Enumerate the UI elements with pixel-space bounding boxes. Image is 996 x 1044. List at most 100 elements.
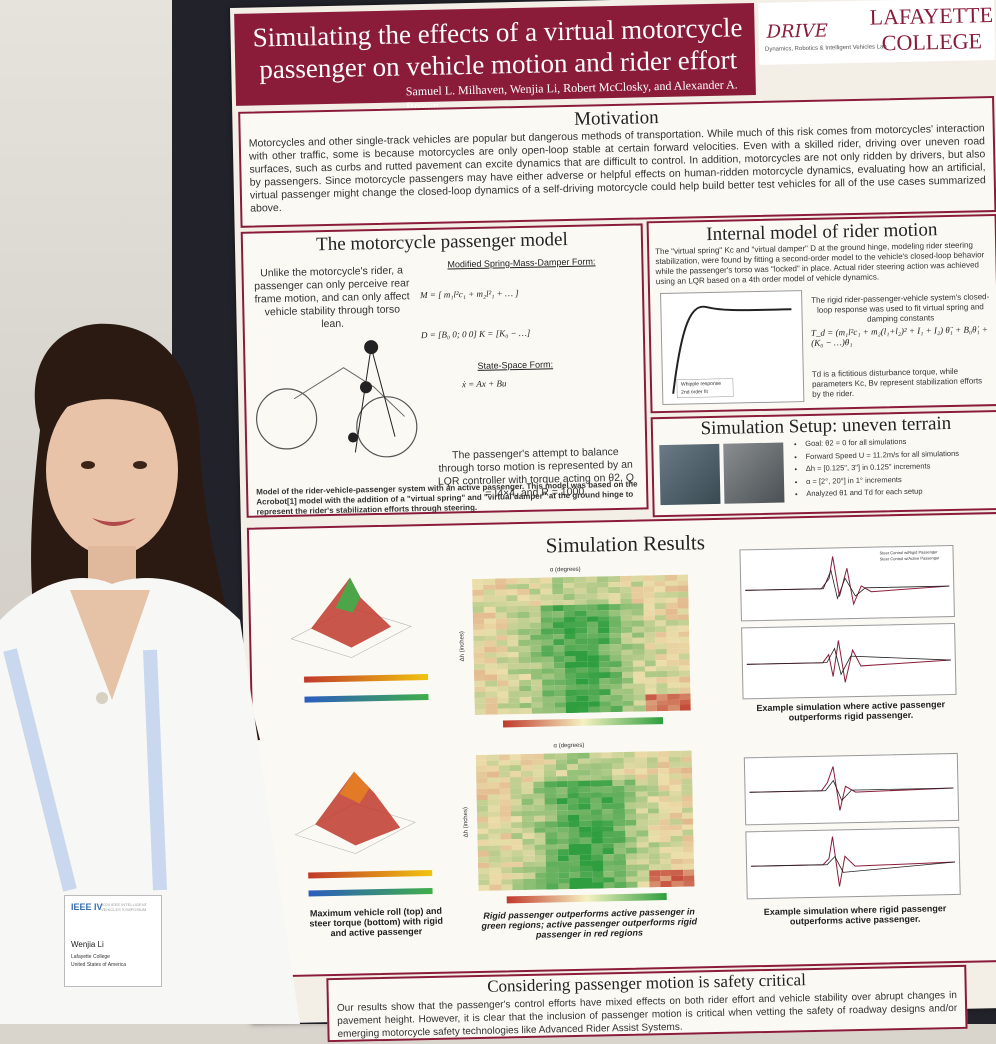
heatmap-torque [475,750,695,891]
heatmap-cell [599,706,612,713]
state-space-eq: ẋ = Ax + Bu [461,378,507,390]
alpha-axis-label-2: α (degrees) [553,742,585,750]
college-line-1: LAFAYETTE [869,2,994,30]
badge-country: United States of America [71,962,127,968]
rider-model-text-2: The rigid rider-passenger-vehicle system… [811,292,990,324]
sim-plot-torque-rigid [745,826,961,900]
conference-logo: IEEE IV [71,902,103,912]
heatmap-cell [603,882,616,889]
response-curve [672,305,792,398]
motivation-section: Motivation Motorcycles and other single-… [238,96,996,228]
torque-equation: T_d = (m₁l²c₁ + m₂(l₁+l₂)² + I₁ + I₂) θ̈… [810,324,989,348]
drive-lab-logo: DRIVE [766,5,828,46]
heatmap-cell [523,884,536,891]
caption-left: Maximum vehicle roll (top) and steer tor… [309,905,444,939]
research-poster: Simulating the effects of a virtual moto… [230,0,996,1043]
heatmap-cell [580,882,593,890]
rider-model-text-1: The "virtual spring" Kc and "virtual dam… [655,240,985,287]
heatmap-cell [683,880,695,888]
sim-trace [746,640,951,683]
heatmap-cell [489,884,502,891]
sim-plot-roll-active [739,544,955,622]
name-badge: IEEE IV 2024 IEEE INTELLIGENT VEHICLES S… [64,895,162,987]
heatmap-cell [501,884,514,891]
sim-plot-torque-active [741,622,957,700]
logo-area: DRIVE Dynamics, Robotics & Intelligent V… [758,0,996,65]
logo-mark-text: DRIVE [766,20,829,43]
conclusion-section: Considering passenger motion is safety c… [326,964,968,1043]
title-banner: Simulating the effects of a virtual moto… [234,3,756,113]
heatmap-cell [497,708,510,716]
badge-header: 2024 IEEE INTELLIGENT VEHICLES SYMPOSIUM [101,902,147,912]
results-section: Simulation Results Maximum vehicle roll … [246,511,996,978]
sim-trace [751,836,956,887]
state-space-form-label: State-Space Form: [477,359,554,371]
heatmap-cell [577,706,590,714]
heatmap-cell [486,708,499,716]
heatmap-colorbar-1 [502,717,664,728]
heatmap-cell [656,705,669,712]
caption-middle: Rigid passenger outperforms active passe… [481,906,698,940]
heatmap-cell [554,707,567,714]
heatmap-cell [633,705,646,713]
alpha-axis-label-1: α (degrees) [549,566,581,574]
heatmap-cell [660,881,673,888]
setup-list: Goal: θ2 = 0 for all simulations Forward… [793,434,996,501]
heatmap-cell [557,883,570,890]
heatmap-cell [565,707,578,714]
heatmap-cell [520,708,533,715]
heatmap-colorbar-2 [506,893,667,904]
heatmap-cell [531,707,544,715]
heatmap-cell [588,706,601,714]
caption-right-top: Example simulation where active passenge… [756,699,946,723]
surface-plot-torque [294,771,416,854]
heatmap-cell [478,885,491,891]
motivation-text: Motorcycles and other single-track vehic… [248,122,986,215]
poster-title: Simulating the effects of a virtual moto… [252,11,743,85]
heatmap-cell [626,881,639,889]
heatmap-cell [667,705,680,712]
plot-legend-active: Steer Control w/Active Passenger [879,555,940,562]
badge-college: Lafayette College [71,954,110,960]
rider-model-section: Internal model of rider motion The "virt… [646,213,996,414]
damping-matrix-eq: D = [B₀ 0; 0 0] K = [K₀ − …] [420,327,531,341]
heatmap-cell [508,708,521,715]
college-line-2: COLLEGE [881,28,983,56]
heatmap-cell [592,882,605,890]
surface-plot-roll [290,577,412,658]
heatmap-cell [648,881,661,888]
sim-trace [745,556,950,606]
spring-mass-form-label: Modified Spring-Mass-Damper Form: [447,256,596,270]
heatmap-cell [622,706,635,713]
heatmap-cell [611,706,624,713]
heatmap-cell [569,883,582,890]
passenger-model-section: The motorcycle passenger model Unlike th… [240,223,649,518]
terrain-photo-1 [659,443,721,506]
passenger-model-title: The motorcycle passenger model [315,228,568,256]
heatmap-cell [474,709,487,716]
badge-name: Wenjia Li [71,940,104,949]
college-logo: LAFAYETTE COLLEGE [868,2,995,57]
heatmap-cell [637,881,650,889]
colorbar-torque-active [308,887,433,897]
heatmap-roll [472,574,691,716]
mass-matrix-eq: M = [ m₁l²c₁ + m₂l²₁ + … ] [419,288,519,301]
heatmap-cell [512,884,525,891]
rider-response-plot: Whipple response 2nd order fit [660,290,805,406]
sim-trace [749,766,954,811]
dh-axis-label-2: Δh (inches) [462,806,470,838]
caption-right-bottom: Example simulation where rigid passenger… [763,903,947,927]
dh-axis-label-1: Δh (inches) [459,631,466,662]
heatmap-cell [546,883,559,891]
passenger-model-caption: Model of the rider-vehicle-passenger sys… [256,479,638,517]
heatmap-cell [535,883,548,891]
heatmap-cell [679,704,691,712]
sim-plot-roll-rigid [743,752,960,826]
rider-model-text-3: Td is a fictitious disturbance torque, w… [811,366,983,399]
heatmap-cell [671,881,684,888]
colorbar-roll [304,673,429,683]
colorbar-torque [308,869,433,879]
heatmap-cell [614,882,627,889]
motorcycle-diagram [256,340,418,458]
legend-fit: 2nd order fit [681,389,708,396]
